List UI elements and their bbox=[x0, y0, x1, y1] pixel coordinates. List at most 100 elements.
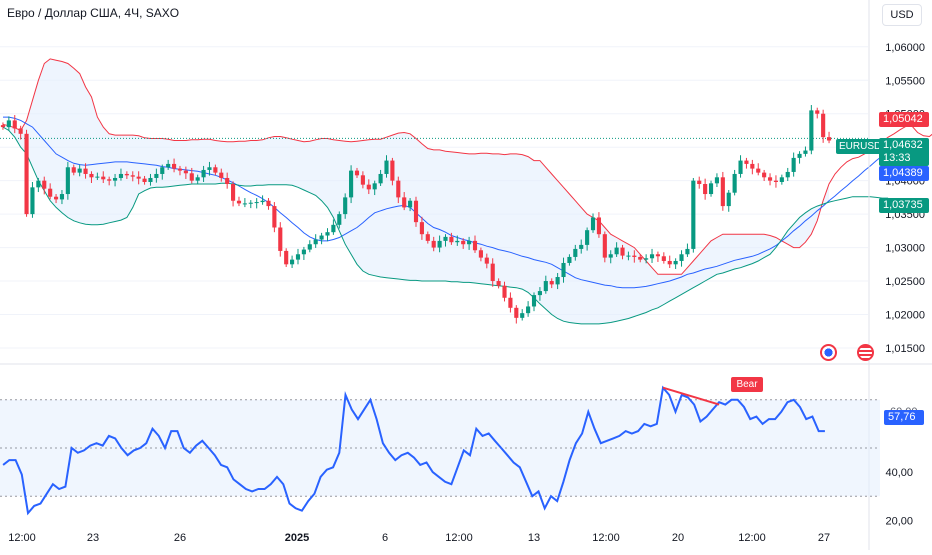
candle[interactable] bbox=[520, 313, 525, 318]
candle[interactable] bbox=[526, 306, 531, 314]
candle[interactable] bbox=[384, 160, 389, 174]
candle[interactable] bbox=[803, 150, 808, 154]
candle[interactable] bbox=[732, 173, 737, 193]
candle[interactable] bbox=[826, 137, 832, 141]
candle[interactable] bbox=[360, 175, 365, 185]
candle[interactable] bbox=[248, 202, 253, 204]
globe-event-icon[interactable] bbox=[820, 344, 837, 361]
candle[interactable] bbox=[649, 254, 655, 259]
candle[interactable] bbox=[349, 170, 354, 198]
candle[interactable] bbox=[455, 240, 460, 243]
candle[interactable] bbox=[148, 177, 153, 182]
candle[interactable] bbox=[449, 236, 454, 243]
candle[interactable] bbox=[124, 173, 129, 176]
candle[interactable] bbox=[130, 175, 135, 177]
candle[interactable] bbox=[142, 178, 147, 182]
candle[interactable] bbox=[65, 167, 70, 195]
candle[interactable] bbox=[472, 240, 478, 251]
candle[interactable] bbox=[443, 236, 448, 241]
candle[interactable] bbox=[183, 170, 188, 174]
candle[interactable] bbox=[425, 234, 430, 241]
candle[interactable] bbox=[313, 239, 318, 245]
candle[interactable] bbox=[508, 297, 513, 308]
candle[interactable] bbox=[478, 250, 483, 258]
candle[interactable] bbox=[626, 255, 631, 257]
candle[interactable] bbox=[95, 176, 100, 178]
candle[interactable] bbox=[53, 196, 59, 200]
candle[interactable] bbox=[36, 180, 41, 188]
candle[interactable] bbox=[396, 180, 401, 198]
candle[interactable] bbox=[160, 167, 165, 174]
candle[interactable] bbox=[290, 259, 295, 265]
time-axis[interactable]: 12:00 23 26 2025 6 12:00 13 12:00 20 12:00 27 bbox=[8, 532, 830, 544]
candle[interactable] bbox=[543, 281, 548, 292]
candle[interactable] bbox=[779, 177, 784, 182]
candle[interactable] bbox=[390, 160, 395, 181]
candle[interactable] bbox=[697, 180, 702, 184]
rsi-pane[interactable]: 40,00 20,00 bbox=[0, 385, 913, 528]
candle[interactable] bbox=[767, 177, 773, 181]
candle[interactable] bbox=[431, 240, 436, 248]
candle[interactable] bbox=[366, 184, 371, 190]
candles[interactable] bbox=[0, 105, 832, 324]
candle[interactable] bbox=[437, 240, 442, 248]
candle[interactable] bbox=[0, 125, 6, 128]
candle[interactable] bbox=[101, 176, 106, 180]
candle[interactable] bbox=[48, 188, 53, 197]
candle[interactable] bbox=[773, 180, 779, 182]
candle[interactable] bbox=[30, 187, 35, 215]
currency-button[interactable]: USD bbox=[882, 4, 922, 26]
candle[interactable] bbox=[785, 171, 790, 178]
candle[interactable] bbox=[118, 173, 124, 178]
candle[interactable] bbox=[107, 179, 112, 181]
candle[interactable] bbox=[691, 180, 696, 249]
candle[interactable] bbox=[750, 163, 755, 169]
candle[interactable] bbox=[77, 168, 82, 173]
candle[interactable] bbox=[266, 200, 271, 207]
candle[interactable] bbox=[172, 163, 177, 169]
candle[interactable] bbox=[632, 255, 637, 257]
candle[interactable] bbox=[59, 194, 65, 200]
us-flag-icon[interactable] bbox=[857, 344, 874, 361]
candle[interactable] bbox=[608, 254, 613, 258]
candle[interactable] bbox=[6, 120, 11, 128]
candle[interactable] bbox=[614, 247, 619, 255]
candle[interactable] bbox=[177, 168, 183, 171]
candle[interactable] bbox=[260, 200, 265, 203]
candle[interactable] bbox=[744, 160, 749, 164]
candle[interactable] bbox=[213, 167, 218, 173]
candle[interactable] bbox=[201, 169, 206, 178]
candle[interactable] bbox=[714, 177, 720, 184]
candle[interactable] bbox=[809, 110, 814, 151]
candle[interactable] bbox=[655, 254, 660, 257]
candle[interactable] bbox=[661, 256, 666, 261]
candle[interactable] bbox=[419, 222, 424, 235]
candle[interactable] bbox=[720, 177, 725, 207]
candle[interactable] bbox=[136, 176, 141, 179]
candle[interactable] bbox=[189, 173, 194, 181]
candle[interactable] bbox=[791, 157, 796, 172]
candle[interactable] bbox=[496, 281, 501, 286]
candle[interactable] bbox=[726, 192, 731, 207]
candle[interactable] bbox=[307, 244, 312, 250]
candle[interactable] bbox=[236, 200, 242, 204]
candle[interactable] bbox=[555, 277, 560, 285]
candle[interactable] bbox=[756, 168, 761, 173]
candle[interactable] bbox=[673, 260, 678, 265]
candle[interactable] bbox=[254, 202, 259, 204]
candle[interactable] bbox=[24, 133, 29, 215]
candle[interactable] bbox=[18, 128, 23, 134]
candle[interactable] bbox=[644, 258, 649, 260]
candle[interactable] bbox=[537, 291, 542, 296]
candle[interactable] bbox=[71, 167, 76, 173]
candle[interactable] bbox=[195, 177, 200, 181]
candle[interactable] bbox=[461, 240, 466, 245]
candle[interactable] bbox=[549, 281, 554, 285]
candle[interactable] bbox=[667, 260, 672, 265]
candle[interactable] bbox=[83, 168, 88, 174]
candle[interactable] bbox=[703, 184, 708, 195]
candle[interactable] bbox=[231, 184, 236, 201]
